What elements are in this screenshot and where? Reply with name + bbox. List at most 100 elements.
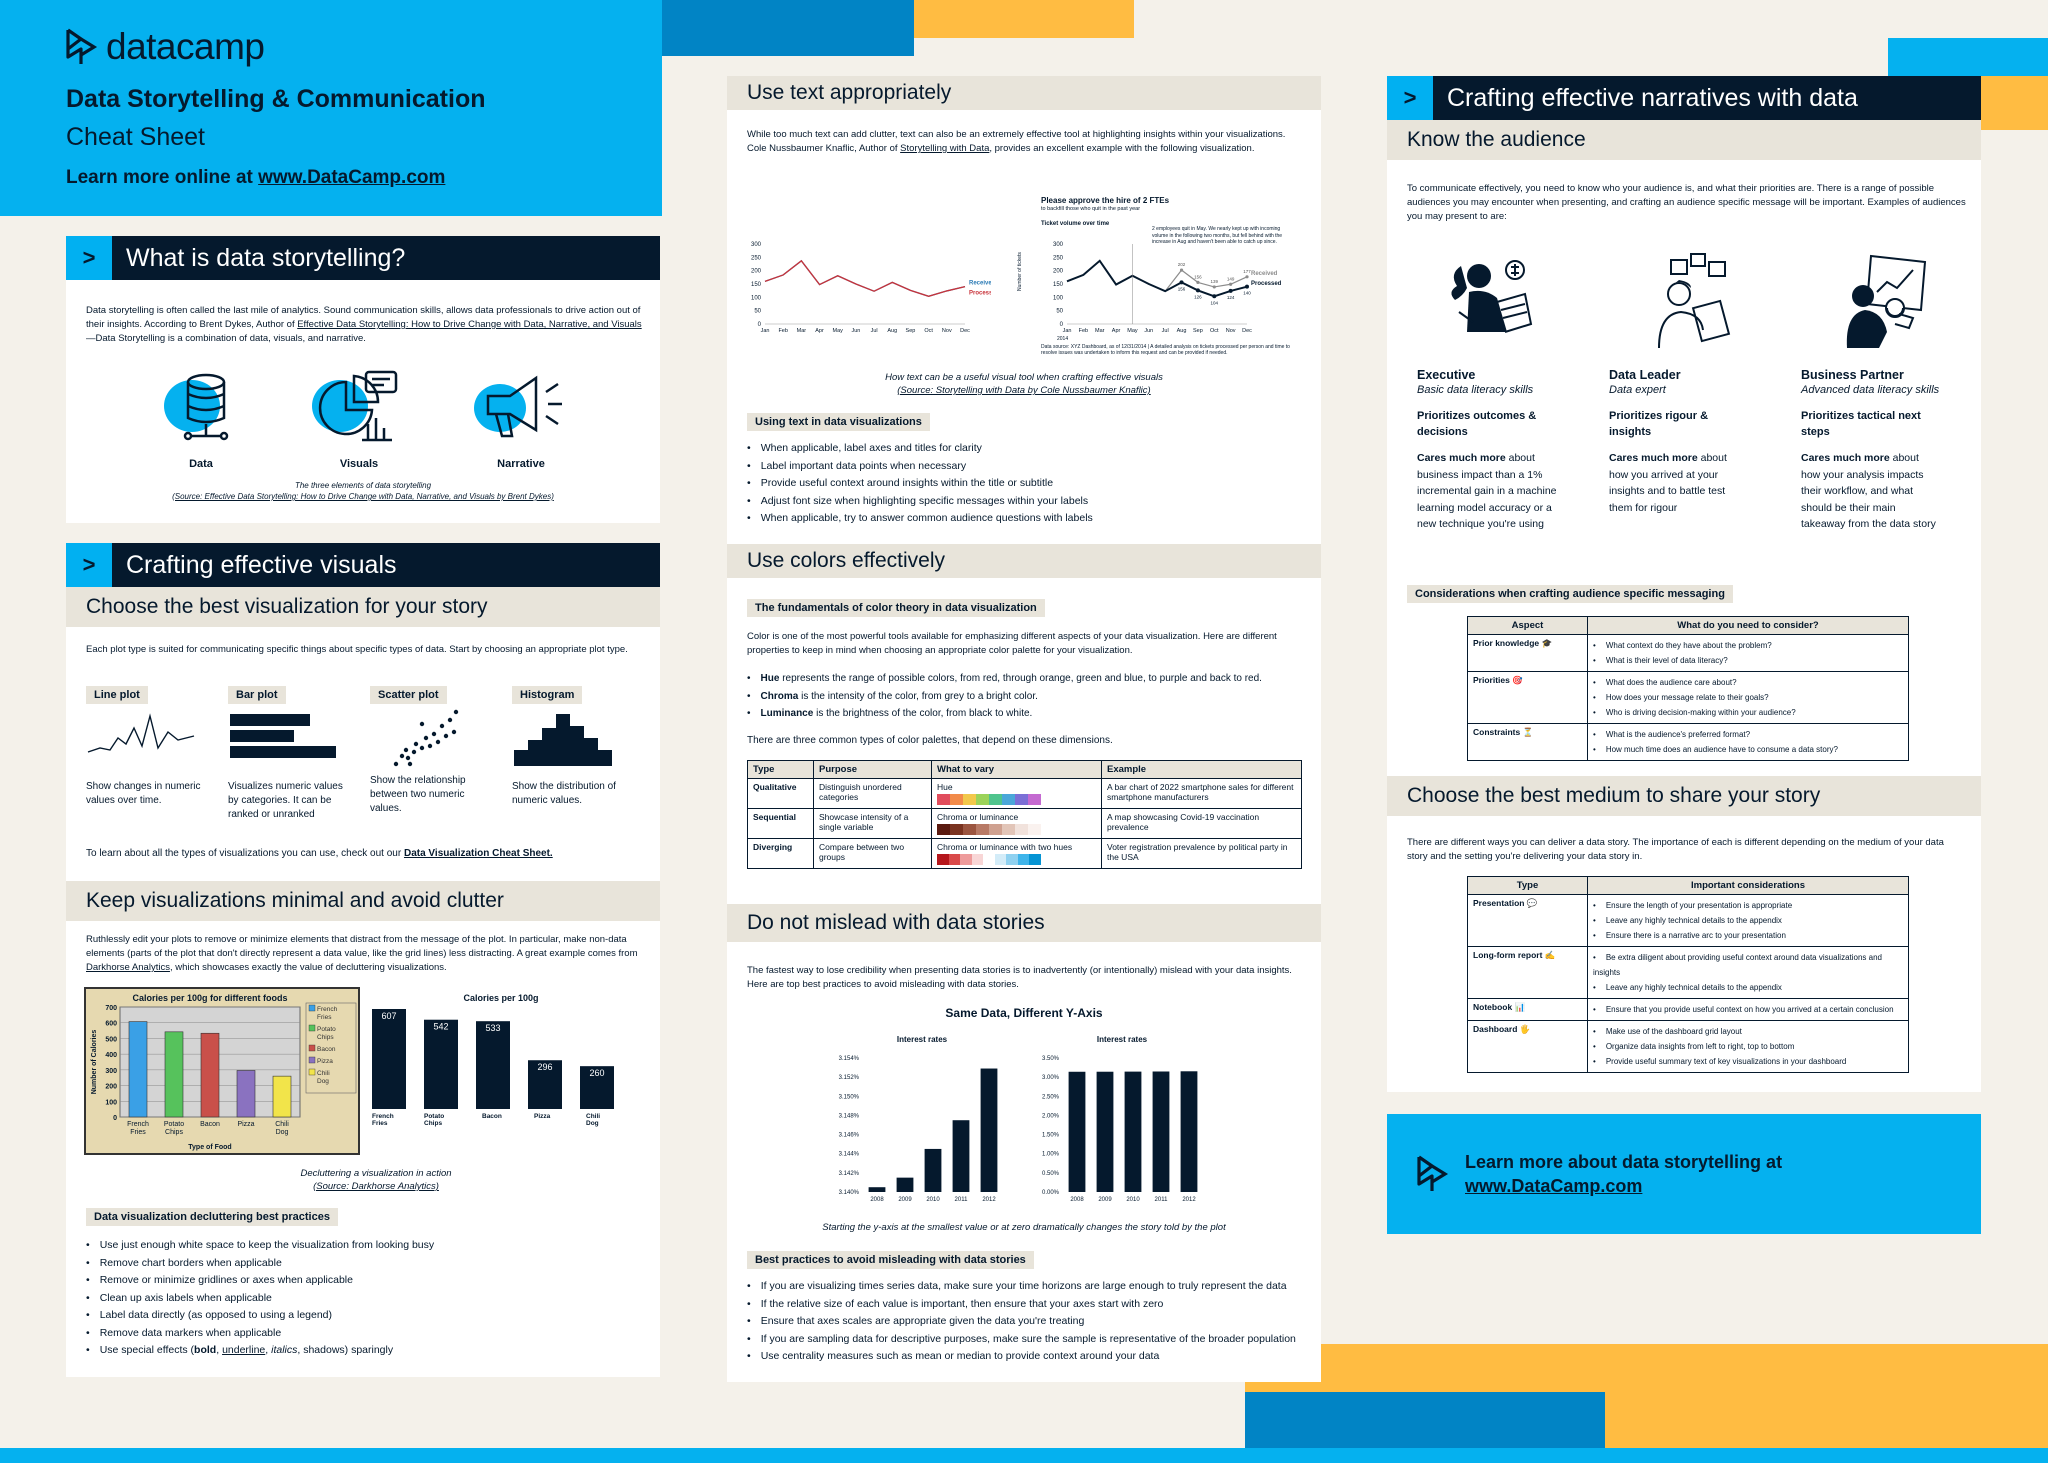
list-item: How does your message relate to their go… — [1593, 690, 1903, 705]
color-swatch — [963, 794, 976, 805]
x-tick-label: Jul — [1162, 328, 1169, 334]
book-link[interactable]: Effective Data Storytelling: How to Driv… — [297, 319, 642, 330]
list-item: Use centrality measures such as mean or … — [747, 1348, 1307, 1366]
audience-card: Data Leader Data expert Prioritizes rigo… — [1609, 368, 1779, 516]
x-tick-label: Nov — [942, 328, 952, 334]
y-tick-label: 150 — [751, 282, 762, 288]
table-row: Notebook 📊Ensure that you provide useful… — [1467, 998, 1909, 1021]
plot-description: Show changes in numeric values over time… — [86, 781, 201, 806]
x-tick-label: Feb — [778, 328, 787, 334]
chart-title: Calories per 100g for different foods — [132, 993, 287, 1003]
book-link[interactable]: Storytelling with Data — [900, 143, 990, 154]
list-item: Provide useful context around insights w… — [747, 475, 1307, 493]
table-row: Long-form report ✍Be extra diligent abou… — [1467, 946, 1909, 999]
bar — [868, 1187, 886, 1192]
y-tick-label: 3.150% — [839, 1094, 860, 1100]
audience-card: Executive Basic data literacy skills Pri… — [1417, 368, 1587, 533]
element-visuals-label: Visuals — [339, 458, 379, 470]
caption: Decluttering a visualization in action — [300, 1168, 452, 1179]
legend-label: Bacon — [317, 1046, 336, 1053]
logo[interactable]: datacamp — [64, 26, 265, 68]
chart-source: Data source: XYZ Dashboard, as of 12/31/… — [1041, 344, 1290, 356]
legend-label: Potato — [317, 1026, 336, 1033]
deco-block — [0, 1448, 2048, 1463]
bar — [372, 1009, 406, 1109]
bar — [1124, 1071, 1142, 1192]
annotated-chart-subtitle: to backfill those who quit in the past y… — [1041, 206, 1141, 212]
section-title: Crafting effective visuals — [126, 550, 397, 579]
chevron-right-icon: > — [66, 236, 112, 280]
subsection-title: Keep visualizations minimal and avoid cl… — [66, 881, 660, 921]
datacamp-link[interactable]: www.DataCamp.com — [258, 167, 446, 188]
list-item: Remove chart borders when applicable — [86, 1255, 646, 1273]
section-do-not-mislead: Do not mislead with data stories The fas… — [727, 904, 1321, 1382]
data-label: 139 — [1211, 279, 1219, 284]
intro-text: Data storytelling is often called the la… — [86, 305, 642, 344]
viz-cheatsheet-link[interactable]: Data Visualization Cheat Sheet. — [403, 848, 553, 859]
audience-literacy: Data expert — [1609, 384, 1666, 396]
legend-label: Pizza — [317, 1058, 333, 1065]
sequential-swatch — [937, 824, 1096, 835]
caption: How text can be a useful visual tool whe… — [885, 372, 1163, 383]
medium-table: Type Important considerations Presentation… — [1467, 876, 1909, 1073]
audience-priority: Prioritizes outcomes & decisions — [1417, 410, 1537, 438]
x-tick-label: 2008 — [1070, 1197, 1084, 1203]
subsection-title: Know the audience — [1387, 120, 1981, 160]
legend-swatch — [308, 1044, 316, 1052]
x-tick-label: French — [372, 1113, 394, 1120]
executive-icon — [1451, 260, 1533, 333]
y-tick-label: 100 — [751, 295, 762, 301]
footer-link[interactable]: www.DataCamp.com — [1465, 1176, 1643, 1196]
color-swatch — [937, 854, 949, 865]
color-swatch — [989, 824, 1002, 835]
deco-block — [1245, 1392, 1605, 1448]
x-tick-label: Dog — [276, 1129, 289, 1136]
chart-title: Interest rates — [897, 1035, 948, 1044]
plot-type-histogram: Histogram — [512, 686, 583, 704]
darkhorse-link[interactable]: Darkhorse Analytics — [86, 962, 170, 973]
color-swatch — [1002, 824, 1015, 835]
x-tick-label: Chips — [165, 1129, 183, 1136]
cluttered-calories-chart: Calories per 100g for different foods 0 10… — [84, 987, 360, 1155]
bar — [272, 1075, 292, 1118]
legend-swatch — [308, 1004, 316, 1012]
color-swatch — [1028, 794, 1041, 805]
section-narratives: > Crafting effective narratives with data… — [1387, 76, 1981, 1092]
section-title: Do not mislead with data stories — [727, 904, 1321, 942]
subsection-title: Choose the best medium to share your sto… — [1387, 776, 1981, 816]
bar — [924, 1148, 942, 1192]
data-label: 177 — [1243, 269, 1251, 274]
x-tick-label: Aug — [1177, 328, 1187, 334]
deco-block — [1888, 38, 2048, 76]
x-tick-label: Pizza — [237, 1121, 254, 1128]
legend-swatch — [308, 1056, 316, 1064]
footer-text: Learn more about data storytelling at — [1465, 1152, 1783, 1172]
color-swatch — [983, 854, 995, 865]
x-tick-label: Oct — [924, 328, 933, 334]
bar — [1152, 1071, 1170, 1192]
chart-title: Calories per 100g — [463, 993, 538, 1003]
element-data-label: Data — [189, 458, 213, 470]
x-tick-label: Dog — [586, 1120, 599, 1127]
brand-name: datacamp — [106, 26, 265, 67]
list-item: Ensure the length of your presentation i… — [1593, 898, 1903, 913]
footer-banner[interactable]: Learn more about data storytelling at www… — [1387, 1114, 1981, 1234]
y-tick-label: 500 — [105, 1036, 117, 1043]
bar — [980, 1068, 998, 1192]
y-tick-label: 2.00% — [1042, 1113, 1060, 1119]
annotated-chart-title: Please approve the hire of 2 FTEs — [1041, 196, 1170, 205]
list-item: Leave any highly technical details to th… — [1593, 913, 1903, 928]
qualitative-swatch — [937, 794, 1096, 805]
section-title: Use colors effectively — [727, 544, 1321, 578]
caption: Starting the y-axis at the smallest valu… — [822, 1222, 1226, 1233]
x-tick-label: Potato — [424, 1113, 444, 1120]
legend-swatch — [308, 1068, 316, 1076]
x-tick-label: Bacon — [200, 1121, 220, 1128]
y-tick-label: 3.152% — [839, 1075, 860, 1081]
y-tick-label: 3.144% — [839, 1152, 860, 1158]
table-row: Sequential Showcase intensity of a single… — [747, 808, 1302, 839]
annotated-chart-label: Ticket volume over time — [1041, 221, 1110, 227]
y-tick-label: 250 — [751, 255, 762, 261]
mislead-tips-tag: Best practices to avoid misleading with … — [747, 1251, 1034, 1269]
section-use-colors: Use colors effectively The fundamentals … — [727, 544, 1321, 904]
